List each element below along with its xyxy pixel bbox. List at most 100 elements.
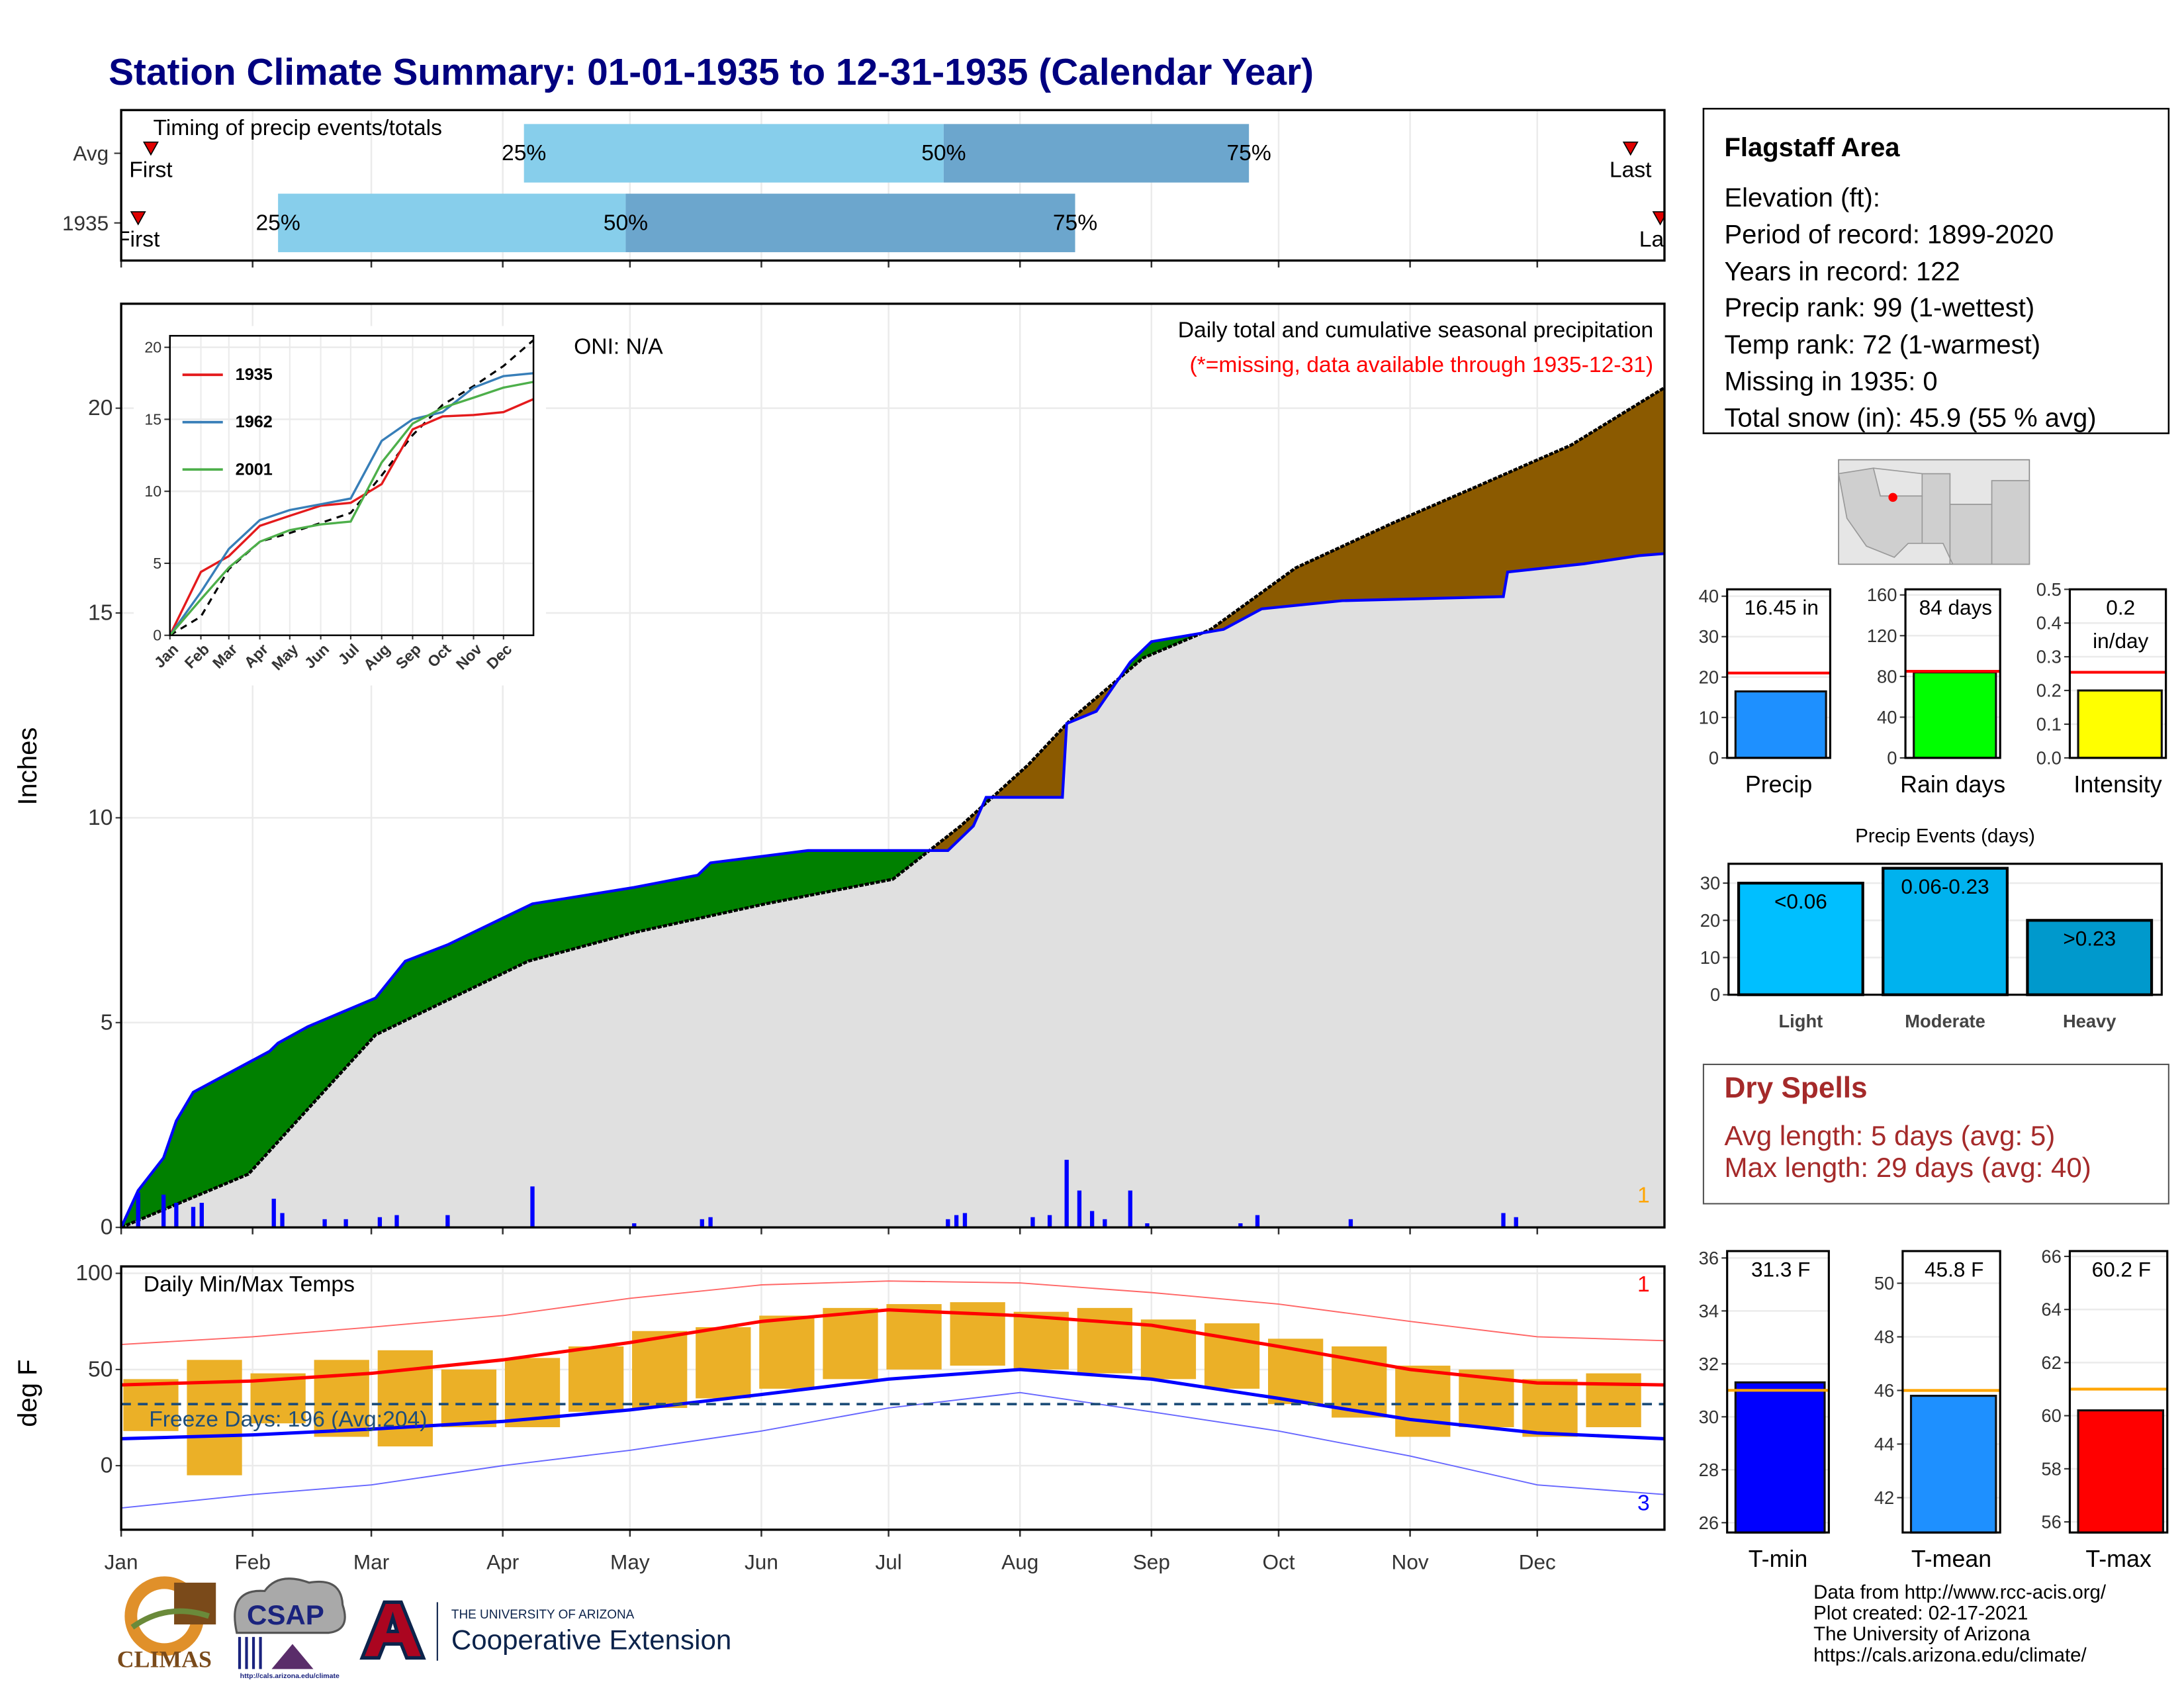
value-label: 16.45 in [1745, 596, 1819, 620]
value-label: 31.3 F [1751, 1257, 1810, 1281]
plot-area: 25% 50% 75% First Last 25% 50% 75% First Last Timi… [121, 116, 1682, 252]
y-axis-label: deg F [13, 1360, 42, 1427]
daily-precip-bar [322, 1219, 327, 1228]
frame [120, 303, 1666, 1229]
category-label: Heavy [2063, 1011, 2116, 1031]
category-label: T-min [1749, 1546, 1807, 1572]
normal-low-line [121, 1368, 1664, 1440]
average-line [121, 386, 1664, 1228]
daily-precip-bar [445, 1215, 450, 1228]
category-label: Intensity [2073, 771, 2161, 798]
event-label: Last [1639, 228, 1682, 252]
daily-precip-bar [1145, 1223, 1150, 1228]
value-label: in/day [2093, 629, 2148, 653]
y-tick-label: 20 [144, 339, 161, 356]
daily-temp-bar [568, 1346, 624, 1412]
observed-line [121, 552, 1664, 1228]
daily-precip-bar [1047, 1215, 1052, 1228]
daily-precip-bar [161, 1194, 166, 1228]
y-tick-label: 36 [1699, 1248, 1719, 1268]
daily-temp-bar [1522, 1379, 1578, 1437]
daily-precip-bar [1103, 1219, 1107, 1228]
y-tick-label: 0.5 [2036, 579, 2062, 600]
logos: CLIMAS CSAP http://cals.arizona.edu/clim… [117, 1576, 731, 1680]
daily-precip-bar [700, 1219, 704, 1228]
daily-precip-bar [1255, 1215, 1260, 1228]
daily-precip-bar [280, 1213, 285, 1228]
series-line [169, 381, 534, 635]
daily-precip-bar [1128, 1190, 1132, 1228]
record-count: 1 [1637, 1183, 1650, 1207]
y-tick-label: 0 [153, 627, 161, 644]
location-map [1838, 459, 2030, 565]
frame [1901, 1250, 2001, 1534]
y-tick-label: 60 [2041, 1405, 2061, 1426]
climas-logo-swoosh [130, 1608, 210, 1630]
summary-bar-chart: 0 10 20 30 40 16.45 in Precip [1699, 586, 1832, 798]
daily-precip-bar [394, 1215, 399, 1228]
map-states [1838, 467, 2030, 565]
daily-temp-bar [187, 1360, 242, 1476]
info-box [1702, 107, 2170, 434]
frame [2068, 588, 2167, 759]
timing-bar [278, 193, 626, 252]
daily-precip-bar [191, 1207, 196, 1228]
bar [1734, 1381, 1826, 1534]
y-tick-label: 10 [1700, 947, 1720, 968]
y-tick-label: 40 [1877, 707, 1897, 727]
value-label: >0.23 [2063, 927, 2116, 951]
y-tick-label: 0 [101, 1215, 113, 1240]
timing-bar [523, 124, 944, 183]
summary-bar-chart: 56 58 60 62 64 66 60.2 F T-max [2041, 1246, 2169, 1572]
daily-precip-bar [271, 1198, 276, 1228]
frame [1726, 588, 1832, 759]
y-tick-label: 0 [101, 1454, 113, 1478]
daily-temp-bar [377, 1350, 433, 1447]
y-tick-label: 62 [2041, 1352, 2061, 1373]
temperature-chart: Jan Feb Mar Apr May Jun Jul Aug Sep Oct Nov Dec 0 50 1… [13, 1261, 1666, 1573]
y-tick-label: 15 [144, 410, 161, 428]
daily-precip-bar [708, 1217, 713, 1228]
y-tick-label: 0.0 [2036, 747, 2062, 768]
frame [169, 334, 535, 636]
y-tick-label: 0.4 [2036, 613, 2062, 633]
y-tick-label: 56 [2041, 1512, 2061, 1532]
y-tick-label: 50 [88, 1357, 113, 1382]
footer-line: https://cals.arizona.edu/climate/ [1813, 1644, 2087, 1666]
y-tick-label: 0 [1710, 984, 1720, 1005]
daily-precip-bar [632, 1223, 637, 1228]
dry-spells-line: Max length: 29 days (avg: 40) [1724, 1152, 2091, 1183]
category-label: Avg [73, 142, 109, 165]
footer-line: The University of Arizona [1813, 1623, 2030, 1645]
page-title: Station Climate Summary: 01-01-1935 to 1… [109, 52, 1314, 93]
timing-chart: 25% 50% 75% First Last 25% 50% 75% First Last Timi… [62, 109, 1682, 268]
csap-cloud [234, 1577, 346, 1634]
percent-label: 75% [1053, 211, 1097, 235]
value-label: 45.8 F [1925, 1257, 1983, 1281]
csap-url: http://cals.arizona.edu/climate [240, 1672, 340, 1680]
daily-precip-bar [1064, 1160, 1069, 1228]
y-tick-label: 15 [88, 601, 113, 626]
event-marker [1622, 141, 1639, 156]
frame [1904, 588, 2001, 759]
x-tick-label: Oct [1262, 1550, 1295, 1573]
summary-bar-chart: 0.0 0.1 0.2 0.3 0.4 0.5 0.2 in/day Intensity [2036, 579, 2167, 798]
x-tick-label: Nov [1392, 1550, 1429, 1573]
record-high-count: 1 [1637, 1272, 1650, 1297]
percent-label: 50% [921, 141, 966, 165]
y-tick-label: 0 [1887, 747, 1897, 768]
daily-temp-bar [632, 1331, 688, 1408]
base-area [121, 553, 1664, 1228]
chart-title: Daily Min/Max Temps [144, 1272, 355, 1297]
value-label: 0.06-0.23 [1901, 874, 1989, 898]
y-tick-label: 34 [1699, 1301, 1719, 1321]
info-line: Elevation (ft): [1724, 183, 1880, 212]
daily-temp-bar [886, 1304, 942, 1370]
daily-precip-bar [1089, 1211, 1095, 1228]
y-tick-label: 30 [1699, 626, 1719, 647]
info-line: Missing in 1935: 0 [1724, 367, 1937, 397]
daily-precip-bar [1501, 1213, 1506, 1228]
daily-precip-bar [946, 1219, 950, 1228]
plot-area [121, 386, 1664, 1228]
